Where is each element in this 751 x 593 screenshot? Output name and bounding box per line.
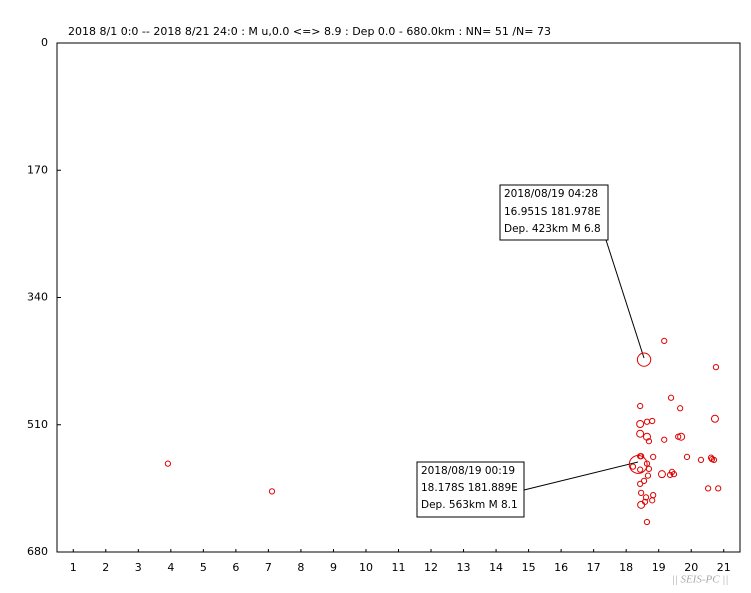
quake-point (661, 337, 668, 345)
quake-point (649, 417, 656, 425)
x-tick-label: 7 (265, 561, 272, 574)
quake-point (667, 394, 675, 401)
annotation-text: 18.178S 181.889E (421, 482, 518, 494)
x-tick-label: 1 (70, 561, 77, 574)
annotation-text: 2018/08/19 00:19 (421, 465, 515, 477)
quake-point (268, 488, 276, 495)
y-tick-label: 170 (27, 163, 48, 176)
quake-point (640, 477, 648, 485)
quake-point (643, 460, 651, 467)
annotation-box (416, 461, 525, 518)
quake-point (650, 491, 657, 499)
x-tick-label: 9 (330, 561, 337, 574)
x-tick-label: 17 (587, 561, 601, 574)
x-tick-label: 19 (652, 561, 666, 574)
x-tick-label: 21 (717, 561, 731, 574)
x-tick-label: 10 (359, 561, 373, 574)
quake-point (642, 494, 650, 501)
y-tick-label: 680 (27, 545, 48, 558)
y-tick-label: 510 (27, 418, 48, 431)
x-tick-label: 12 (424, 561, 438, 574)
quake-point (712, 363, 720, 371)
quake-point (708, 456, 716, 463)
quake-point (677, 405, 684, 412)
quake-point (637, 402, 644, 410)
x-tick-label: 4 (167, 561, 174, 574)
x-tick-label: 14 (489, 561, 503, 574)
quake-point (710, 414, 719, 423)
quake-point (645, 438, 653, 445)
quake-point (643, 418, 651, 425)
quake-point (650, 453, 657, 461)
x-tick-label: 8 (297, 561, 304, 574)
y-tick-label: 340 (27, 291, 48, 304)
quake-point (636, 420, 645, 429)
quake-point (636, 352, 652, 367)
quake-point (645, 465, 653, 473)
y-tick-label: 0 (41, 36, 48, 49)
x-tick-label: 3 (135, 561, 142, 574)
annotation-text: 2018/08/19 04:28 (504, 188, 598, 200)
quake-point (675, 433, 682, 440)
quake-point (638, 453, 645, 460)
quake-point (666, 471, 674, 479)
x-tick-label: 16 (554, 561, 568, 574)
quake-point (705, 485, 712, 492)
x-tick-label: 13 (457, 561, 471, 574)
leader-line (523, 461, 639, 491)
leader-line (605, 239, 645, 359)
quake-point (637, 500, 646, 509)
x-tick-label: 5 (200, 561, 207, 574)
annotation-box (499, 184, 609, 241)
quake-point (697, 456, 705, 464)
quake-point (677, 432, 686, 441)
x-tick-label: 20 (684, 561, 698, 574)
quake-point (657, 470, 666, 479)
quake-point (715, 485, 722, 492)
quake-point (649, 497, 656, 504)
x-tick-label: 18 (619, 561, 633, 574)
quake-point (637, 466, 644, 473)
quake-point (644, 472, 652, 479)
quake-point (164, 460, 172, 467)
quake-point (661, 436, 668, 443)
watermark: || SEIS-PC || (672, 574, 729, 586)
x-tick-label: 2 (102, 561, 109, 574)
quake-point (643, 518, 651, 526)
quake-point (629, 463, 637, 470)
quake-point (670, 471, 678, 478)
chart-title: 2018 8/1 0:0 -- 2018 8/21 24:0 : M u,0.0… (68, 25, 551, 38)
annotation-text: Dep. 563km M 8.1 (421, 499, 518, 511)
quake-point (683, 453, 691, 461)
plot-frame (56, 42, 741, 553)
quake-point (638, 489, 645, 496)
x-tick-label: 15 (522, 561, 536, 574)
annotation-text: 16.951S 181.978E (504, 206, 601, 218)
x-tick-label: 6 (232, 561, 239, 574)
quake-point (636, 429, 645, 438)
annotation-text: Dep. 423km M 6.8 (504, 223, 601, 235)
quake-point (637, 480, 644, 488)
quake-point (642, 432, 651, 441)
x-tick-label: 11 (392, 561, 406, 574)
